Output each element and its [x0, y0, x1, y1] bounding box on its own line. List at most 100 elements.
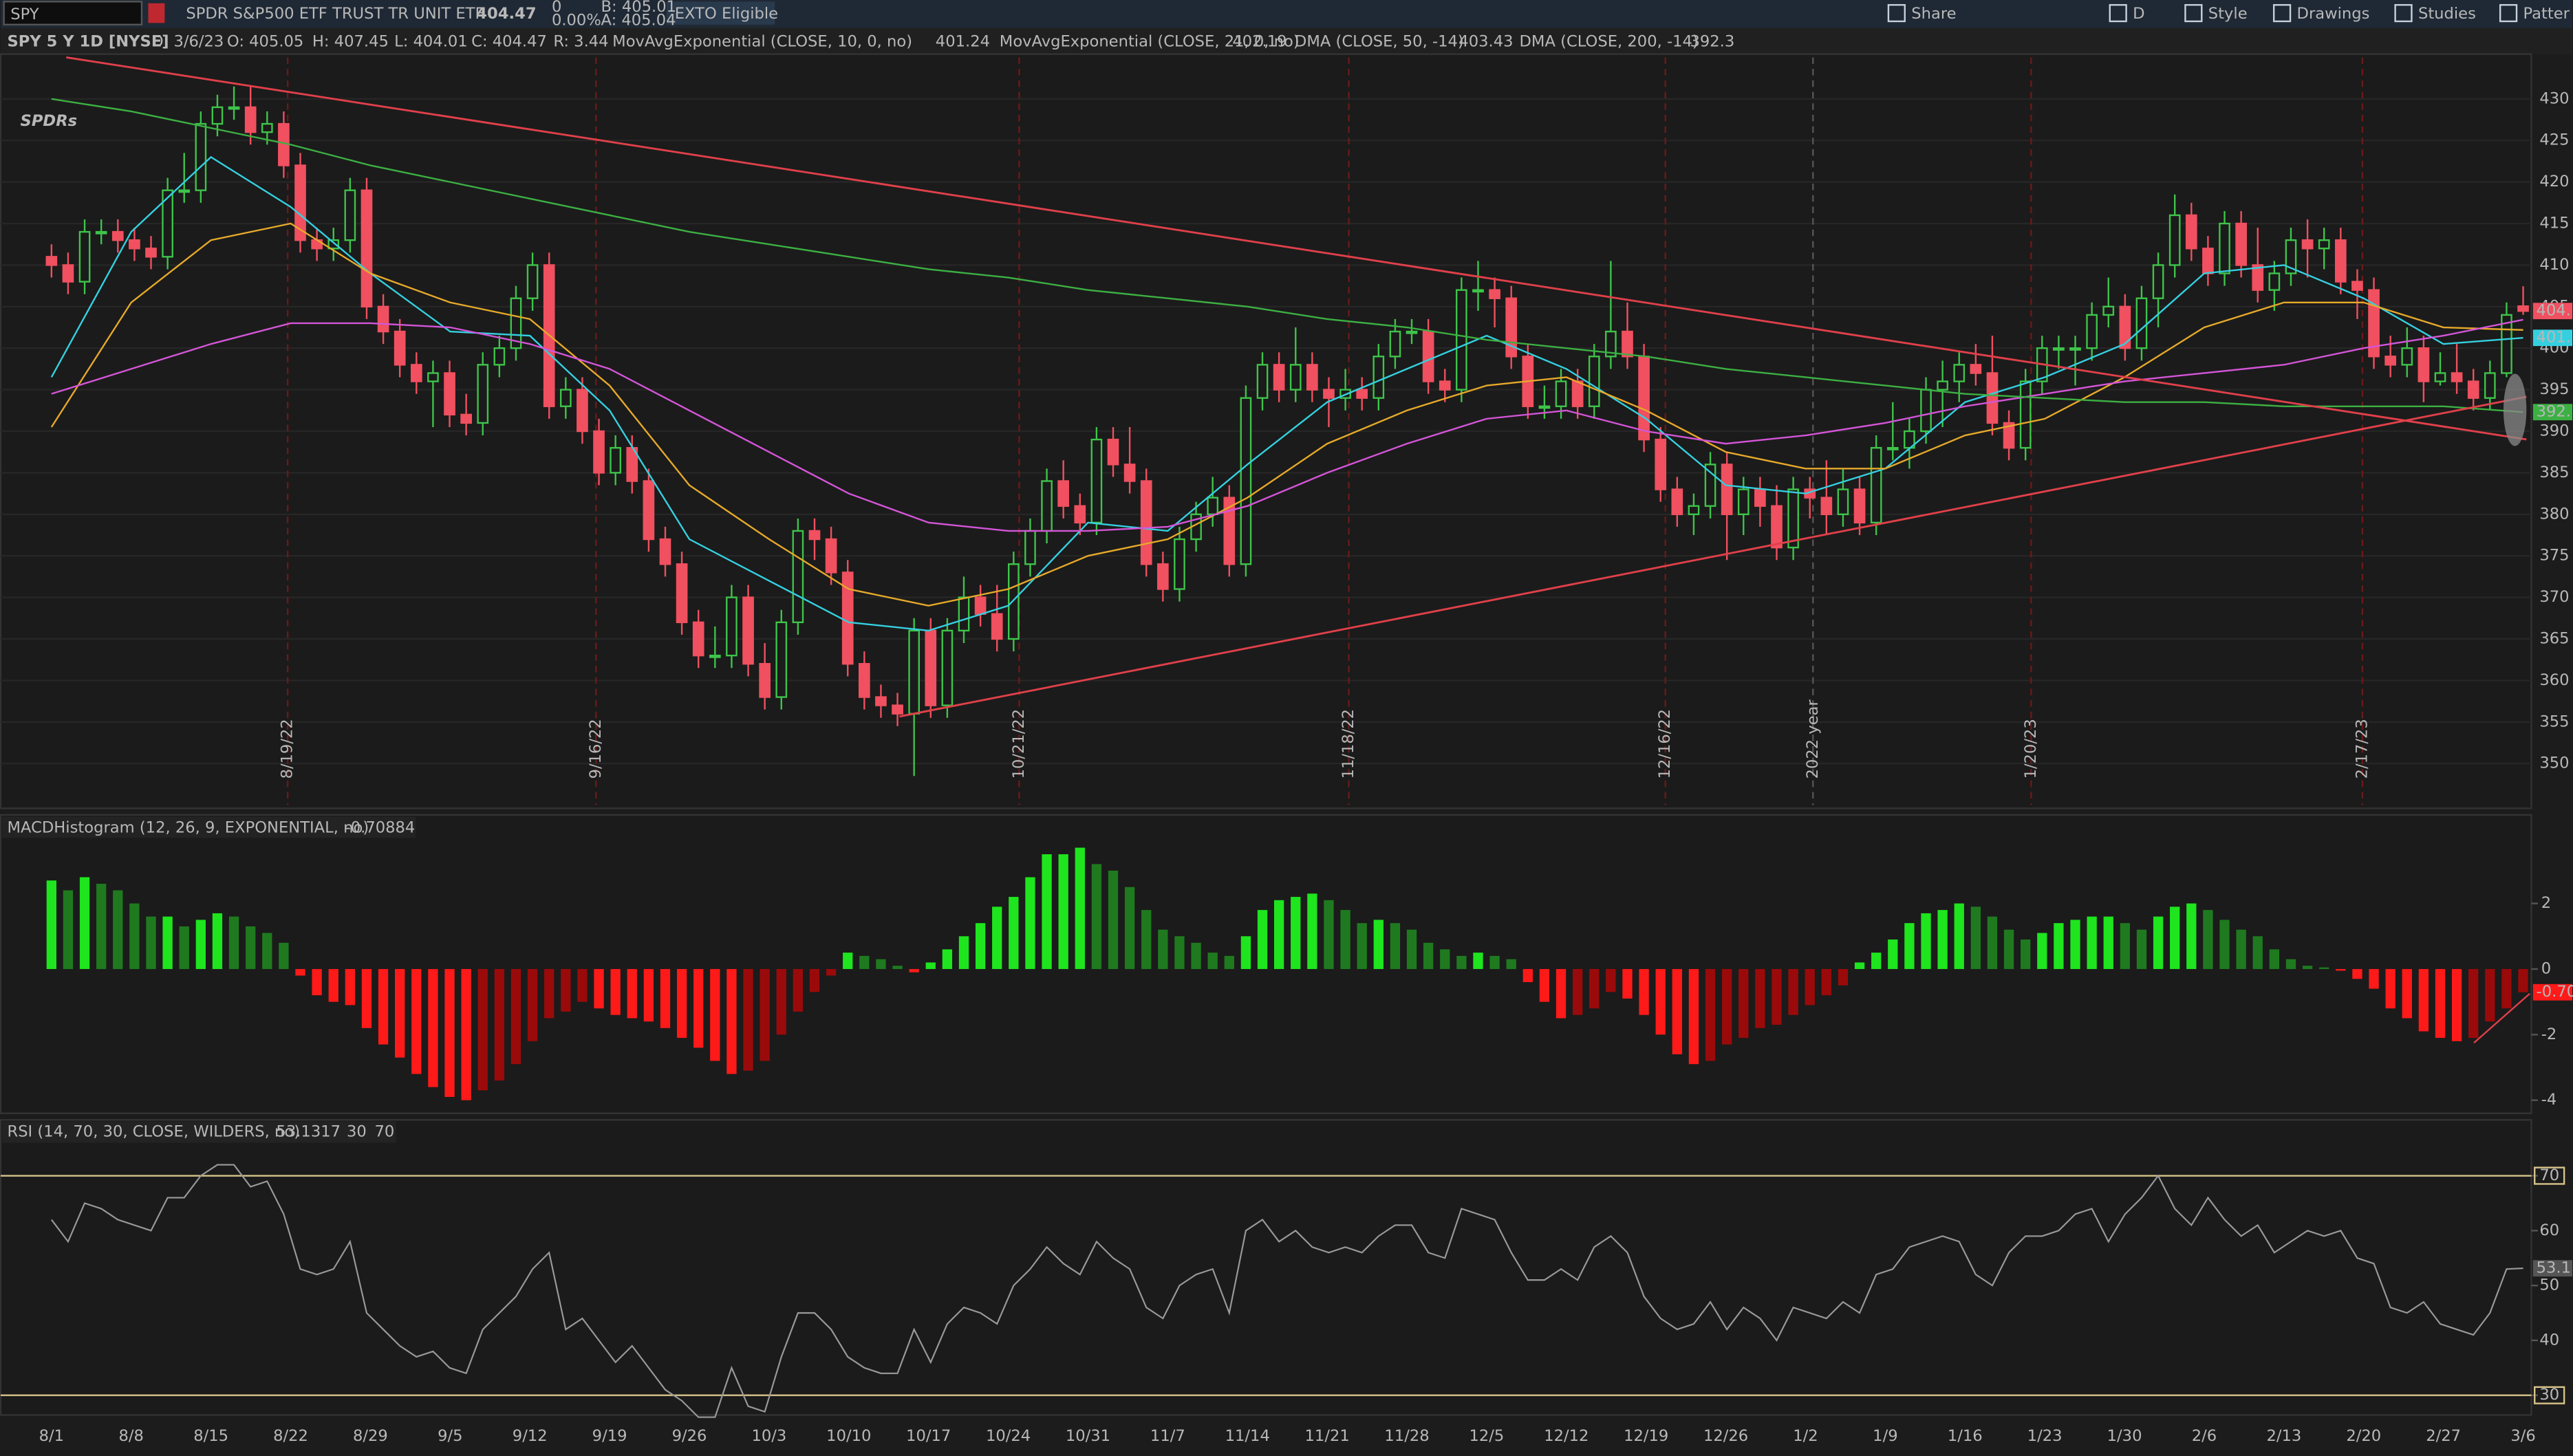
- candle-body: [1472, 289, 1484, 293]
- macd-bar: [627, 968, 637, 1019]
- macd-bar: [1473, 953, 1483, 969]
- candle-body: [460, 413, 472, 424]
- macd-bar: [1854, 962, 1865, 969]
- macd-bar: [859, 955, 870, 969]
- level-label: 30: [347, 1123, 367, 1141]
- candle-body: [1256, 364, 1269, 399]
- x-tick-label: 10/31: [1066, 1427, 1110, 1445]
- candle-body: [2467, 380, 2479, 399]
- rsi-line: [50, 1164, 2523, 1418]
- pane-title: RSI (14, 70, 30, CLOSE, WILDERS, no): [7, 1123, 300, 1141]
- candle-body: [1406, 330, 1418, 334]
- candle-body: [610, 446, 621, 474]
- x-tick-label: 8/22: [273, 1427, 308, 1445]
- candle-body: [1588, 356, 1600, 407]
- toolbar-button[interactable]: Drawings: [2297, 5, 2370, 23]
- toolbar-icon[interactable]: [2184, 3, 2203, 23]
- macd-bar: [1838, 968, 1849, 986]
- x-tick-label: 10/24: [986, 1427, 1031, 1445]
- candle-body: [444, 372, 455, 416]
- candle-body: [1422, 330, 1434, 382]
- macd-bar: [776, 968, 786, 1035]
- candle-body: [2434, 372, 2446, 382]
- x-tick-label: 8/29: [353, 1427, 388, 1445]
- candle-body: [1655, 438, 1667, 490]
- x-tick-label: 1/16: [1948, 1427, 1983, 1445]
- macd-bar: [1705, 968, 1716, 1061]
- x-tick-label: 3/6: [2510, 1427, 2535, 1445]
- macd-bar: [2485, 968, 2495, 1022]
- candle-body: [1456, 289, 1467, 391]
- candle-body: [1356, 389, 1368, 399]
- link-icon[interactable]: [148, 3, 165, 23]
- pane-title-bg: [2, 816, 416, 838]
- toolbar-icon[interactable]: [2109, 3, 2127, 23]
- candle-body: [95, 230, 107, 235]
- candle-body: [1489, 289, 1500, 299]
- y-tick-label: -4: [2541, 1091, 2557, 1109]
- candle-body: [2202, 248, 2214, 274]
- candle-body: [726, 596, 738, 657]
- macd-bar: [1987, 916, 1998, 969]
- macd-bar: [2385, 968, 2396, 1009]
- toolbar-button[interactable]: Studies: [2418, 5, 2476, 23]
- candle-body: [1090, 438, 1103, 524]
- macd-bar: [1904, 923, 1915, 969]
- macd-bar: [1357, 923, 1367, 969]
- toolbar-button[interactable]: Style: [2208, 5, 2248, 23]
- y-tick-label: 50: [2539, 1276, 2559, 1294]
- macd-bar: [1888, 939, 1898, 969]
- macd-bar: [279, 942, 289, 969]
- header-title: SPY 5 Y 1D [NYSE]: [7, 32, 169, 50]
- macd-bar: [1440, 949, 1450, 969]
- toolbar-icon[interactable]: [2499, 3, 2518, 23]
- candle-body: [808, 530, 821, 541]
- macd-bar: [1390, 923, 1401, 969]
- toolbar-icon[interactable]: [2394, 3, 2413, 23]
- macd-bar: [892, 966, 903, 969]
- last-price: 404.47: [476, 5, 536, 23]
- candle-body: [427, 372, 439, 382]
- candle-body: [742, 596, 754, 665]
- macd-bar: [1606, 968, 1616, 992]
- candle-body: [2119, 305, 2131, 349]
- toolbar-icon[interactable]: [1887, 3, 1906, 23]
- toolbar-button[interactable]: Share: [1911, 5, 1956, 23]
- macd-bar: [1158, 929, 1168, 969]
- macd-bar: [411, 968, 422, 1074]
- toolbar-button[interactable]: D: [2133, 5, 2144, 23]
- expiration-label: 11/18/22: [1339, 709, 1357, 779]
- symbol-box[interactable]: [3, 1, 143, 25]
- study-value: 403.43: [1458, 32, 1513, 50]
- moving-average: [51, 98, 2523, 413]
- candle-body: [360, 189, 373, 308]
- macd-bar: [1224, 955, 1234, 969]
- candle-body: [1538, 405, 1551, 409]
- header-row: [0, 28, 2573, 54]
- year-label: 2022 year: [1804, 699, 1822, 779]
- candle-body: [78, 230, 91, 283]
- candle-body: [1671, 488, 1683, 515]
- candle-body: [1937, 380, 1948, 391]
- y-tick-label: 430: [2539, 89, 2569, 107]
- macd-bar: [1324, 900, 1334, 969]
- macd-bar: [1555, 968, 1567, 1019]
- macd-bar: [1075, 847, 1085, 969]
- candle-body: [2135, 297, 2148, 349]
- candle-body: [111, 230, 124, 241]
- trendline-lower[interactable]: [899, 395, 2527, 718]
- macd-bar: [1340, 910, 1350, 969]
- macd-tag-bg: [2532, 984, 2573, 1001]
- toolbar-button[interactable]: Patter: [2523, 5, 2570, 23]
- macd-bar: [643, 968, 654, 1022]
- macd-bar: [975, 923, 986, 969]
- toolbar-icon[interactable]: [2272, 3, 2292, 23]
- candle-body: [1207, 497, 1219, 515]
- x-tick-label: 1/30: [2107, 1427, 2142, 1445]
- candle-body: [1439, 380, 1451, 391]
- trendline-upper[interactable]: [66, 56, 2527, 441]
- macd-bar: [2219, 920, 2230, 969]
- macd-bar: [1738, 968, 1749, 1039]
- macd-drawing[interactable]: [2473, 992, 2530, 1044]
- dma-tag-bg: [2532, 404, 2573, 421]
